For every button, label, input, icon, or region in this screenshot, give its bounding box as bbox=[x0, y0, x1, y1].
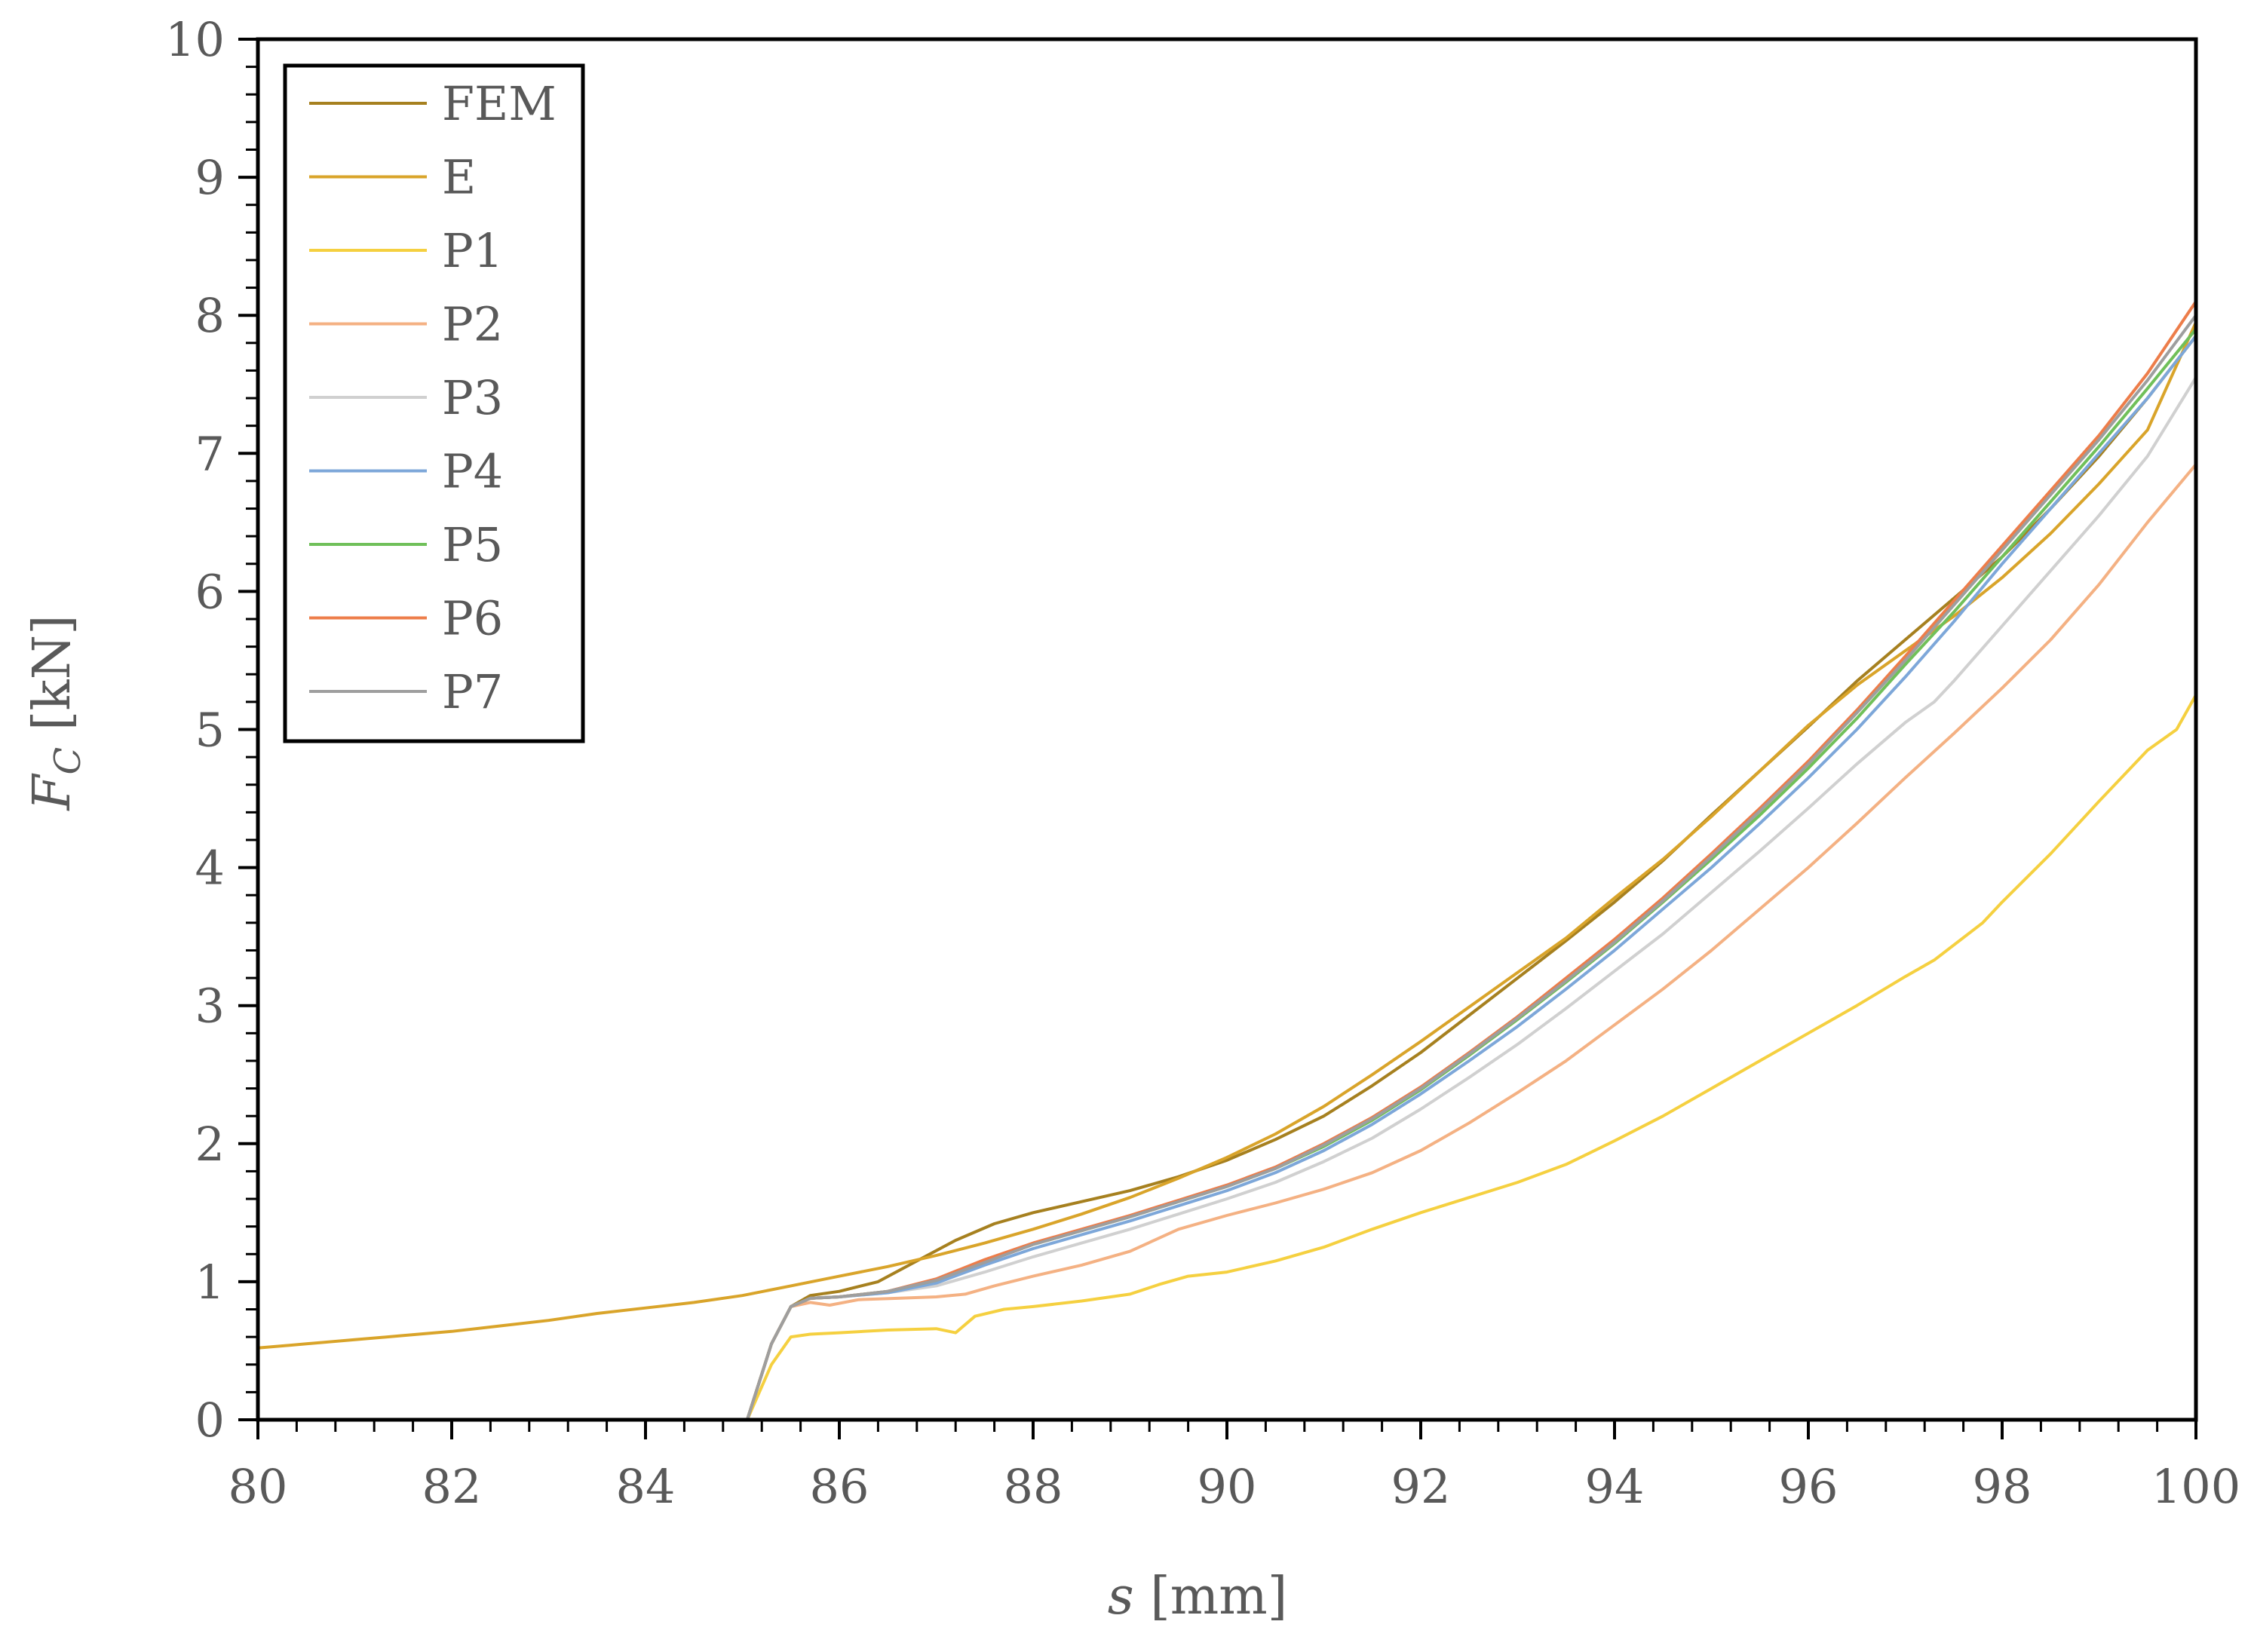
y-tick-label: 10 bbox=[165, 12, 225, 67]
y-tick-label: 4 bbox=[195, 841, 225, 896]
y-tick-label: 2 bbox=[195, 1117, 225, 1172]
y-tick-label: 7 bbox=[195, 426, 225, 481]
legend-label-fem: FEM bbox=[442, 76, 557, 131]
y-axis-title: FC [kN] bbox=[23, 615, 89, 811]
x-axis-unit: [mm] bbox=[1134, 1567, 1288, 1626]
y-tick-label: 5 bbox=[195, 703, 225, 758]
x-tick-label: 82 bbox=[422, 1459, 482, 1514]
legend-label-p5: P5 bbox=[442, 517, 503, 572]
x-tick-label: 80 bbox=[228, 1459, 288, 1514]
legend-label-e: E bbox=[442, 150, 476, 205]
y-tick-label: 8 bbox=[195, 288, 225, 343]
tick-labels: 80 82 84 86 88 90 92 94 96 98 100 0 1 2 3 4 5 6 7 8 9 10 bbox=[165, 12, 2240, 1514]
legend-label-p4: P4 bbox=[442, 444, 503, 499]
x-axis-var: s bbox=[1108, 1567, 1134, 1626]
y-axis-var: F bbox=[23, 773, 82, 812]
series-line-fem bbox=[745, 334, 2197, 1421]
y-tick-label: 3 bbox=[195, 979, 225, 1034]
legend-label-p1: P1 bbox=[442, 223, 503, 278]
series-line-p2 bbox=[745, 462, 2197, 1421]
x-tick-label: 88 bbox=[1004, 1459, 1063, 1514]
axis-ticks bbox=[238, 38, 2197, 1439]
x-tick-label: 92 bbox=[1391, 1459, 1451, 1514]
legend-label-p2: P2 bbox=[442, 297, 503, 352]
legend-label-p7: P7 bbox=[442, 664, 503, 719]
series-line-p4 bbox=[745, 334, 2197, 1421]
legend-label-p6: P6 bbox=[442, 591, 503, 646]
y-axis-unit: [kN] bbox=[23, 615, 82, 746]
y-tick-label: 1 bbox=[195, 1255, 225, 1310]
legend-label-p3: P3 bbox=[442, 370, 503, 425]
y-tick-label: 0 bbox=[195, 1393, 225, 1448]
x-tick-label: 90 bbox=[1198, 1459, 1257, 1514]
y-tick-label: 9 bbox=[195, 150, 225, 205]
y-axis-subscript: C bbox=[47, 747, 89, 775]
x-tick-label: 100 bbox=[2151, 1459, 2240, 1514]
series-line-p1 bbox=[745, 693, 2197, 1421]
x-tick-label: 98 bbox=[1973, 1459, 2032, 1514]
legend: FEM E P1 P2 P3 P4 P5 P6 P7 bbox=[283, 63, 585, 743]
x-tick-label: 94 bbox=[1585, 1459, 1645, 1514]
legend-box bbox=[283, 63, 585, 743]
plot-lines bbox=[256, 299, 2197, 1421]
y-tick-label: 6 bbox=[195, 564, 225, 619]
x-tick-label: 86 bbox=[810, 1459, 869, 1514]
series-line-p7 bbox=[745, 314, 2197, 1421]
x-tick-label: 96 bbox=[1779, 1459, 1839, 1514]
x-tick-label: 84 bbox=[616, 1459, 676, 1514]
series-line-e bbox=[256, 320, 2197, 1350]
x-axis-title: s [mm] bbox=[1108, 1567, 1288, 1626]
